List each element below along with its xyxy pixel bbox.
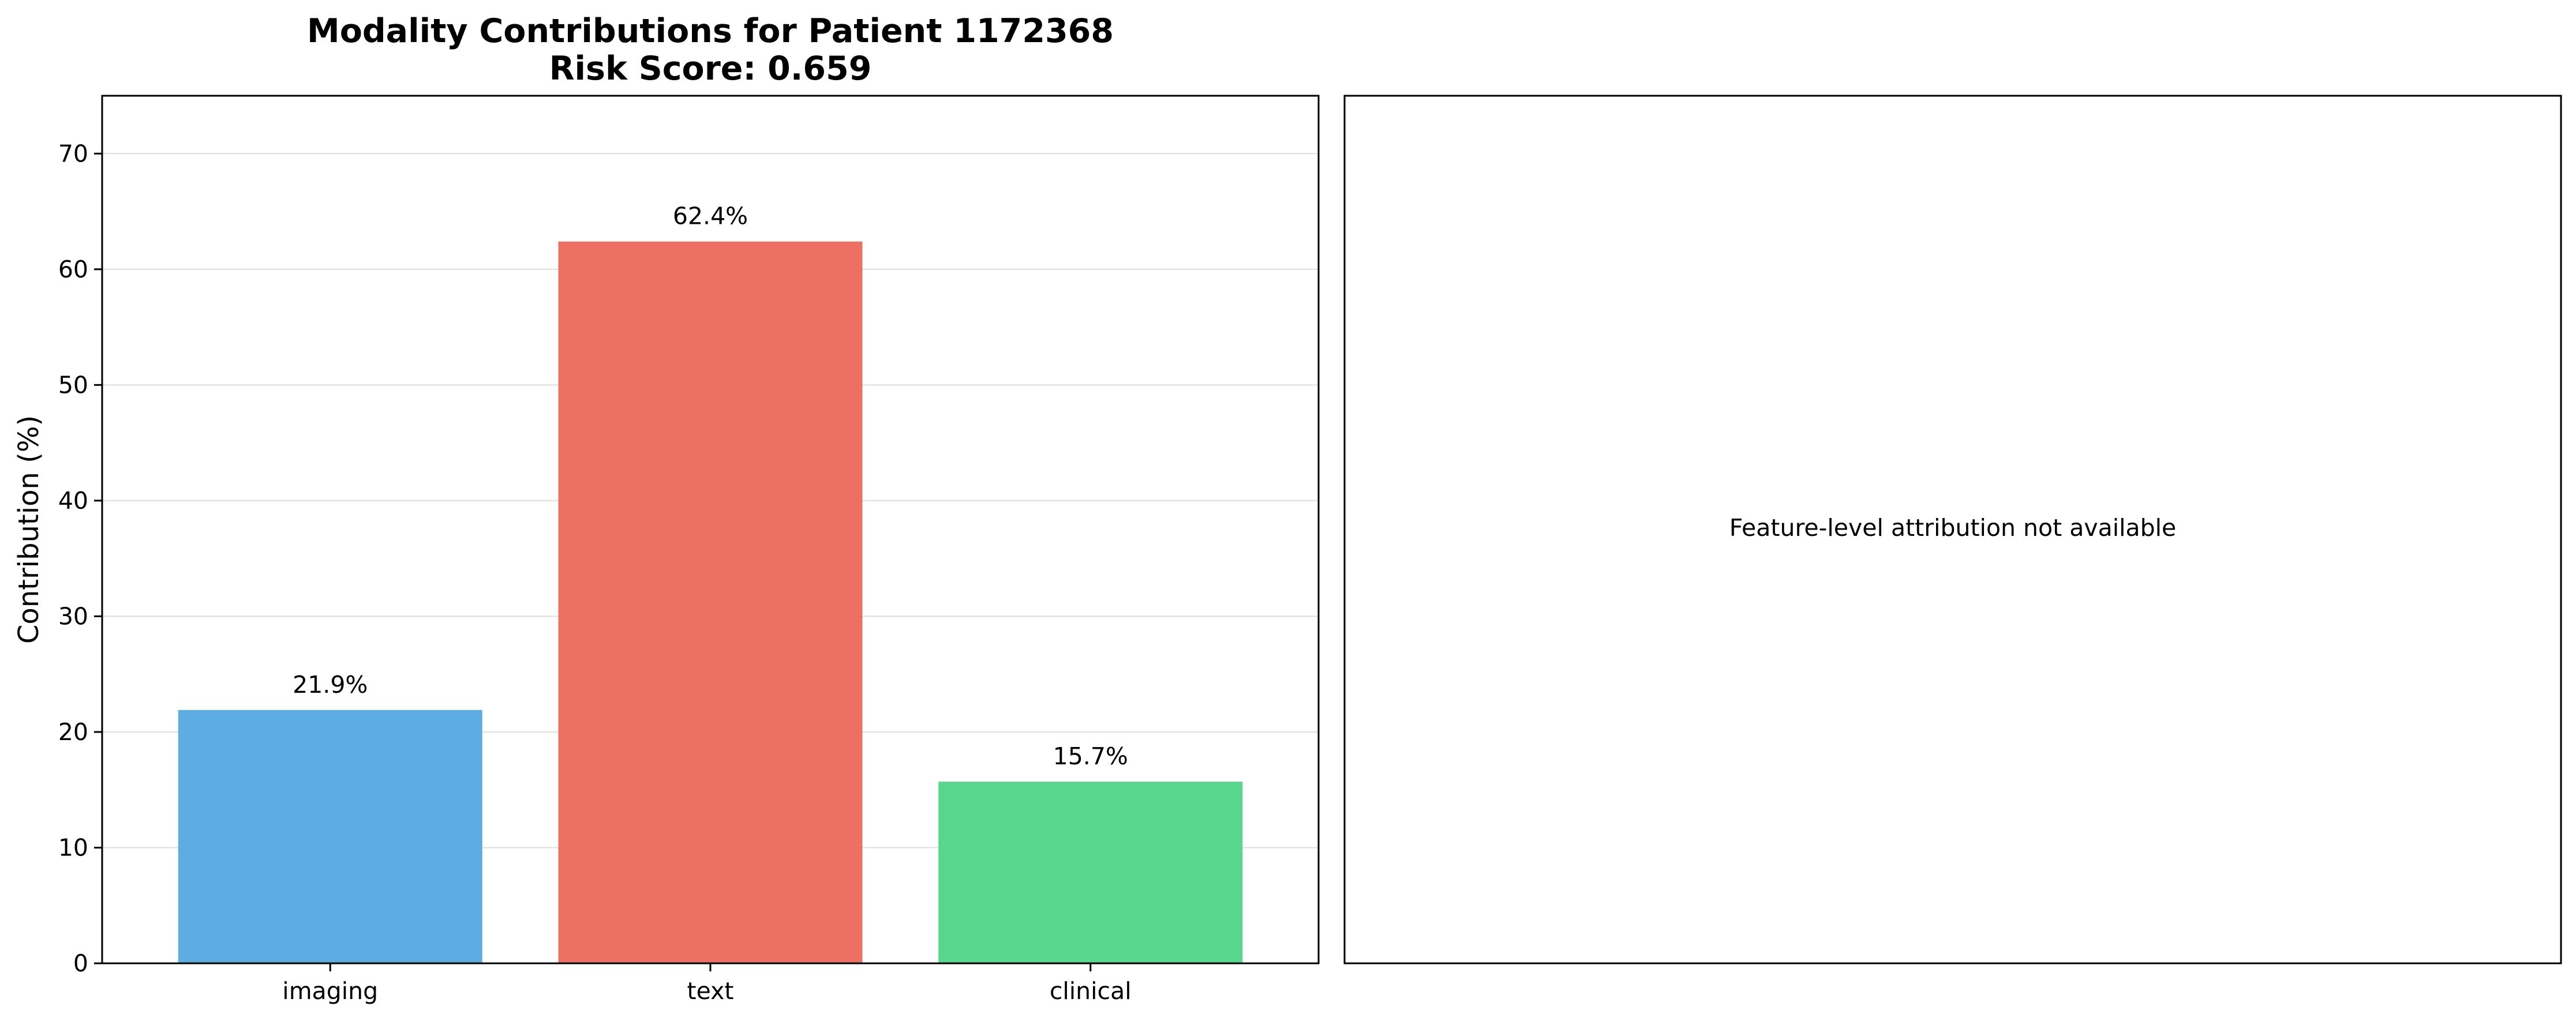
feature-attribution-message: Feature-level attribution not available	[1729, 514, 2177, 542]
data-label-clinical: 15.7%	[1053, 742, 1128, 770]
bars	[178, 241, 1243, 963]
y-tick-label: 40	[58, 487, 88, 515]
data-label-text: 62.4%	[673, 202, 748, 230]
chart-title: Modality Contributions for Patient 11723…	[307, 12, 1114, 50]
y-tick-label: 30	[58, 602, 88, 630]
y-tick-label: 10	[58, 834, 88, 861]
x-tick-label-text: text	[687, 977, 734, 1005]
plot-frame	[101, 95, 1320, 964]
data-labels: 21.9% 62.4% 15.7%	[293, 202, 1128, 770]
y-tick-label: 60	[58, 256, 88, 283]
data-label-imaging: 21.9%	[293, 671, 368, 699]
feature-attribution-panel: Feature-level attribution not available	[1343, 95, 2562, 964]
x-tick-label-imaging: imaging	[282, 977, 378, 1005]
panel-frame	[1343, 95, 2562, 964]
bar-clinical	[938, 782, 1243, 963]
y-tick-label: 70	[58, 140, 88, 167]
x-tick-label-clinical: clinical	[1050, 977, 1132, 1005]
chart-subtitle: Risk Score: 0.659	[549, 50, 872, 88]
y-ticks: 0 10 20 30 40 50 60 70	[58, 140, 102, 977]
y-axis-label: Contribution (%)	[13, 415, 45, 644]
y-tick-label: 20	[58, 718, 88, 746]
y-tick-label: 50	[58, 371, 88, 399]
y-tick-label: 0	[73, 949, 88, 977]
modality-contribution-chart: 21.9% 62.4% 15.7% 0 10 20 30 40 50 60 70 imaging t…	[13, 12, 1320, 1005]
x-ticks: imaging text clinical	[282, 963, 1132, 1005]
bar-imaging	[178, 710, 482, 963]
bar-text	[558, 241, 863, 963]
